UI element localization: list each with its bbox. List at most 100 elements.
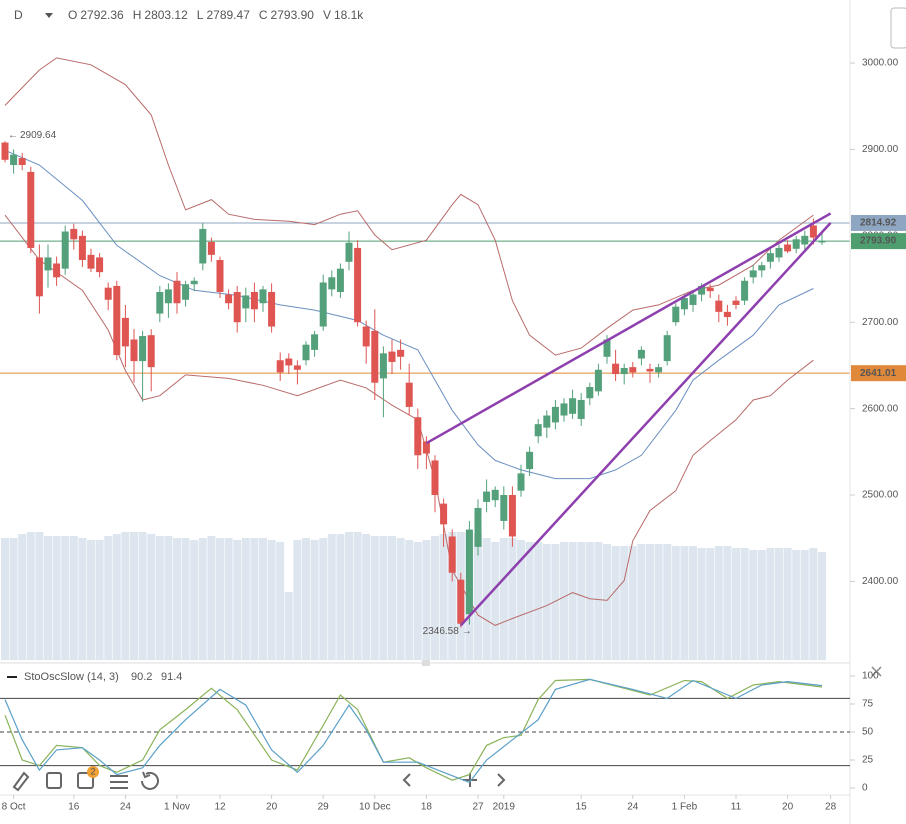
candle-body <box>517 473 525 491</box>
dropdown-arrow[interactable] <box>45 13 53 18</box>
scroll-left[interactable] <box>402 773 411 787</box>
volume-bar <box>542 544 551 660</box>
y-tick-label: 2500.00 <box>862 490 899 501</box>
candle-body <box>354 247 362 323</box>
candle-body <box>465 529 473 615</box>
draw-tool[interactable] <box>12 771 30 792</box>
x-tick-label: 12 <box>214 802 226 813</box>
ohlc-header: O 2792.36 H 2803.12 L 2789.47 C 2793.90 V 18.1k <box>68 8 364 22</box>
volume-bar <box>568 542 577 660</box>
candle-body <box>293 365 301 370</box>
volume-bar <box>517 540 525 660</box>
y-tick-label: 2700.00 <box>862 317 899 328</box>
volume-bar <box>499 538 508 660</box>
timeframe[interactable]: D <box>14 8 23 22</box>
volume-bar <box>336 534 345 660</box>
volume-bar <box>603 544 611 660</box>
header-value: 2792.36 <box>80 8 124 22</box>
volume-bar <box>267 540 276 660</box>
scroll-right[interactable] <box>497 773 506 787</box>
volume-bar <box>723 546 732 660</box>
volume-bar <box>474 534 482 660</box>
reset-tool[interactable] <box>141 771 159 790</box>
notes-tool[interactable] <box>46 772 62 789</box>
x-tick-label: 16 <box>68 802 80 813</box>
volume-bar <box>310 540 319 660</box>
volume-bar <box>26 532 35 660</box>
volume-bar <box>818 552 826 660</box>
header-key: C <box>259 8 268 22</box>
trend-line <box>425 212 832 445</box>
volume-bar <box>52 536 61 660</box>
candle-body <box>139 336 147 362</box>
volume-bar <box>345 532 353 660</box>
volume-bar <box>147 534 156 660</box>
candle-body <box>10 154 18 165</box>
volume-bar <box>697 548 706 660</box>
candle-body <box>216 260 224 292</box>
volume-bar <box>121 532 130 660</box>
volume-bar <box>577 542 586 660</box>
candle-body <box>164 289 172 304</box>
candle-body <box>336 268 344 292</box>
volume-bar <box>44 536 52 660</box>
trend-line <box>459 222 832 627</box>
volume-bar <box>809 548 818 660</box>
volume-bar <box>319 538 328 660</box>
price-label-box <box>851 365 906 382</box>
volume-bar <box>800 550 809 660</box>
candle-body <box>388 351 396 362</box>
candle-body <box>474 507 482 547</box>
header-key: O <box>68 8 77 22</box>
volume-bar <box>164 536 173 660</box>
volume-bar <box>448 532 457 660</box>
band-line <box>4 57 814 356</box>
candle-body <box>448 536 456 573</box>
candle-body <box>672 306 680 323</box>
volume-bar <box>491 542 500 660</box>
zoom-in[interactable] <box>463 773 477 787</box>
candle-body <box>749 270 757 278</box>
volume-bar <box>353 532 362 660</box>
candle-body <box>35 257 43 297</box>
header-value: 2803.12 <box>144 8 188 22</box>
x-tick-label: 2019 <box>493 802 516 813</box>
candle-body <box>371 330 379 383</box>
candle-body <box>663 335 671 362</box>
indicators-tool[interactable] <box>77 772 94 789</box>
volume-bar <box>689 546 697 660</box>
header-key: V <box>323 8 331 22</box>
candle-body <box>698 285 706 295</box>
candle-body <box>440 503 448 525</box>
oscillator-k: 90.2 <box>131 671 152 683</box>
candle-body <box>379 353 387 379</box>
pane-handle[interactable] <box>422 660 430 666</box>
price-label: 2793.90 <box>860 236 897 247</box>
volume-bar <box>216 538 224 660</box>
side-button[interactable] <box>890 7 906 49</box>
osc-line <box>4 678 823 781</box>
settings-tool[interactable] <box>110 775 128 789</box>
badge-count: 2 <box>90 766 95 776</box>
candle-body <box>603 339 611 357</box>
close-pane[interactable] <box>871 666 882 677</box>
candle-body <box>784 244 792 252</box>
osc-tick-label: 75 <box>862 699 874 710</box>
candle-body <box>173 280 181 304</box>
x-tick-label: 18 <box>421 802 433 813</box>
candle-body <box>259 289 267 304</box>
volume-bar <box>327 534 336 660</box>
volume-bar <box>749 550 758 660</box>
candle-body <box>801 235 809 245</box>
candle-body <box>190 280 198 285</box>
x-tick-label: 29 <box>318 802 330 813</box>
candle-body <box>586 387 594 399</box>
volume-bar <box>620 546 629 660</box>
volume-bar <box>508 538 517 660</box>
candle-body <box>551 406 559 423</box>
candle-body <box>61 231 69 269</box>
candle-body <box>250 291 258 310</box>
volume-bar <box>611 546 620 660</box>
candle-body <box>629 367 637 373</box>
volume-bar <box>35 532 44 660</box>
